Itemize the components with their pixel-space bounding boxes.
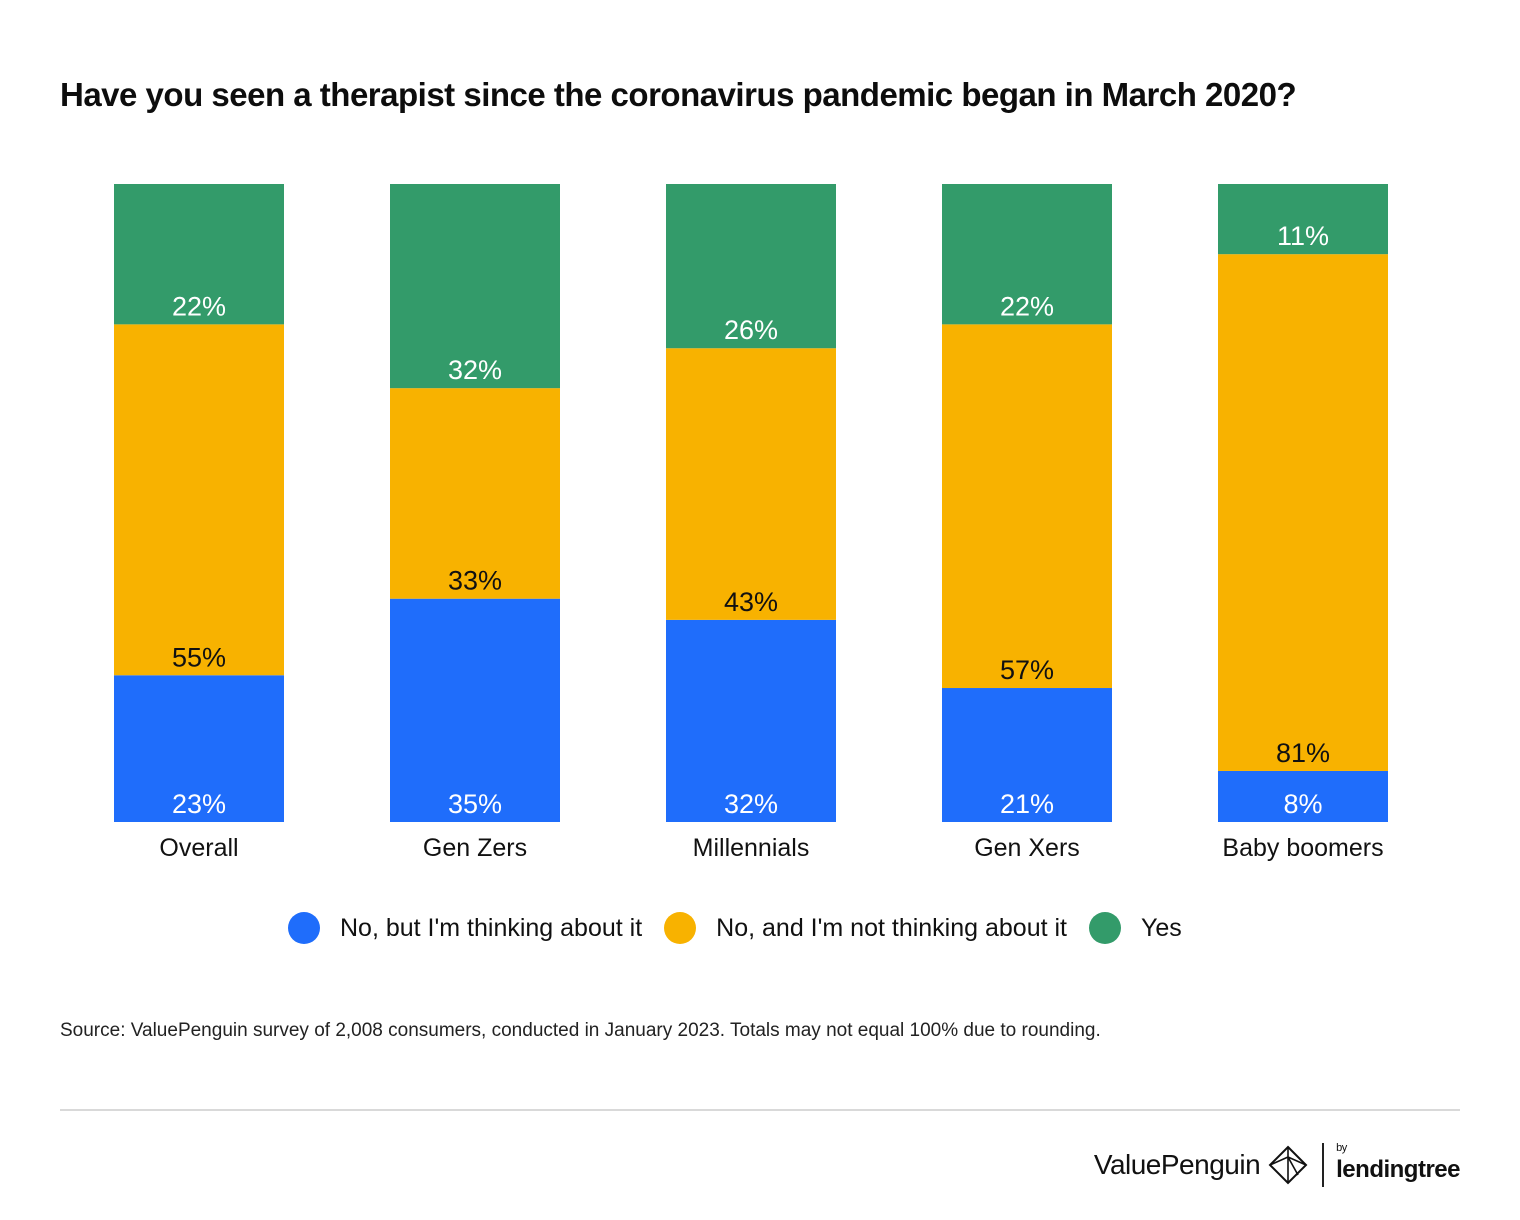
legend-item-not-thinking: No, and I'm not thinking about it <box>664 912 1067 944</box>
stacked-bar-chart: 23% 55% 22% Overall 35% 33% 32% Gen Zers 32% 43% 2… <box>114 184 1388 862</box>
data-label-baby-boomers-1: 8% <box>1283 789 1322 819</box>
data-label-gen-zers-2: 33% <box>448 566 502 596</box>
category-label-baby-boomers: Baby boomers <box>1222 834 1383 862</box>
category-label-overall: Overall <box>159 834 238 862</box>
bar-segment-overall-1 <box>114 675 284 822</box>
bar-segment-gen-zers-1 <box>390 598 560 822</box>
legend-label: No, but I'm thinking about it <box>340 913 643 942</box>
bar-segment-gen-xers-1 <box>942 688 1112 822</box>
data-label-overall-1: 23% <box>172 789 226 819</box>
data-label-millennials-1: 32% <box>724 789 778 819</box>
legend-swatch-blue <box>288 912 320 944</box>
data-label-gen-xers-3: 22% <box>1000 291 1054 321</box>
footer-divider <box>60 1109 1460 1111</box>
bar-segment-overall-2 <box>114 324 284 676</box>
legend-swatch-yellow <box>664 912 697 944</box>
legend-label: No, and I'm not thinking about it <box>716 913 1067 942</box>
category-label-gen-xers: Gen Xers <box>974 834 1080 862</box>
data-label-gen-zers-3: 32% <box>448 355 502 385</box>
bar-segment-millennials-1 <box>666 619 836 822</box>
category-label-gen-zers: Gen Zers <box>423 834 527 862</box>
category-label-millennials: Millennials <box>693 834 810 862</box>
data-label-gen-xers-1: 21% <box>1000 789 1054 819</box>
bar-segment-millennials-2 <box>666 348 836 620</box>
data-label-baby-boomers-3: 11% <box>1277 221 1329 251</box>
bar-segment-baby-boomers-2 <box>1218 254 1388 771</box>
valuepenguin-logo-icon <box>1268 1145 1308 1185</box>
bar-segment-baby-boomers-1 <box>1218 770 1388 822</box>
legend-swatch-green <box>1089 912 1121 944</box>
lendingtree-logo: by lendingtree <box>1336 1142 1460 1184</box>
data-label-overall-2: 55% <box>172 642 226 672</box>
data-label-baby-boomers-2: 81% <box>1276 738 1330 768</box>
lendingtree-logo-text: lendingtree <box>1336 1156 1460 1183</box>
data-label-millennials-2: 43% <box>724 587 778 617</box>
data-label-gen-xers-2: 57% <box>1000 655 1054 685</box>
legend-label: Yes <box>1141 913 1182 942</box>
lendingtree-by: by <box>1336 1142 1347 1154</box>
bar-segment-gen-zers-2 <box>390 388 560 599</box>
bar-segment-gen-xers-3 <box>942 184 1112 325</box>
bar-segment-gen-xers-2 <box>942 324 1112 689</box>
branding: ValuePenguin by lendingtree <box>1094 1140 1460 1190</box>
source-note: Source: ValuePenguin survey of 2,008 con… <box>60 1020 1101 1041</box>
data-label-overall-3: 22% <box>172 291 226 321</box>
legend-item-yes: Yes <box>1089 912 1182 944</box>
data-label-gen-zers-1: 35% <box>448 789 502 819</box>
bar-segment-millennials-3 <box>666 184 836 349</box>
chart-title: Have you seen a therapist since the coro… <box>60 76 1297 113</box>
data-label-millennials-3: 26% <box>724 315 778 345</box>
legend-item-thinking: No, but I'm thinking about it <box>288 912 642 944</box>
bar-segment-baby-boomers-3 <box>1218 184 1388 255</box>
bar-segment-overall-3 <box>114 184 284 325</box>
valuepenguin-logo-text: ValuePenguin <box>1093 1149 1261 1180</box>
chart-legend: No, but I'm thinking about it No, and I'… <box>288 912 1204 944</box>
brand-separator <box>1322 1143 1325 1187</box>
bar-segment-gen-zers-3 <box>390 184 560 389</box>
